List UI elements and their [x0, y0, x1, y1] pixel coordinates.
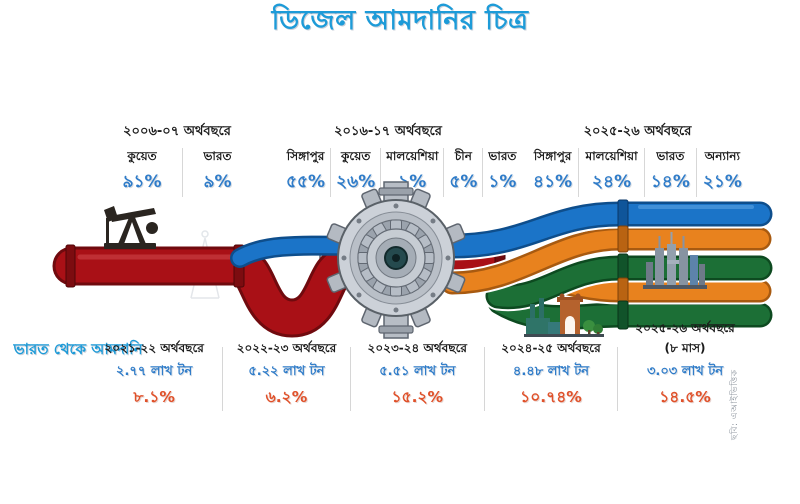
- country-label: সিঙ্গাপুর: [286, 149, 325, 163]
- import-share: ১০.৭৪%: [520, 388, 582, 406]
- import-share: ৬.২%: [265, 388, 308, 406]
- import-stat-column: ২০২৫-২৬ অর্থবছরে (৮ মাস) ৩.০৩ লাখ টন ১৪.…: [617, 321, 752, 411]
- share-cell: ভারত ১৪%: [643, 148, 696, 197]
- share-value: ৯%: [203, 172, 232, 192]
- branch-flanges: [617, 199, 629, 330]
- import-stat-column: ২০২৩-২৪ অর্থবছরে ৫.৫১ লাখ টন ১৫.২%: [349, 341, 484, 411]
- import-stat-column: ২০২৪-২৫ অর্থবছরে ৪.৪৮ লাখ টন ১০.৭৪%: [483, 341, 617, 411]
- country-label: মালয়েশিয়া: [386, 149, 439, 163]
- share-cell: কুয়েত ২৬%: [330, 148, 380, 197]
- share-value: ১৪%: [650, 172, 690, 192]
- import-share: ৮.১%: [133, 388, 175, 406]
- share-panel-2016-17: ২০১৬-১৭ অর্থবছরে সিঙ্গাপুর ৫৫% কুয়েত ২৬…: [281, 122, 516, 197]
- panel-row: সিঙ্গাপুর ৪১% মালয়েশিয়া ২৪% ভারত ১৪% অ…: [527, 148, 748, 197]
- share-panel-2006-07: ২০০৬-০৭ অর্থবছরে কুয়েত ৯১% ভারত ৯%: [102, 122, 252, 197]
- city-skyline-icon: [643, 232, 707, 289]
- fiscal-year-label: ২০২৫-২৬ অর্থবছরে: [635, 321, 735, 335]
- share-cell: চীন ৫%: [443, 148, 482, 197]
- import-stats-row: ২০২১-২২ অর্থবছরে ২.৭৭ লাখ টন ৮.১% ২০২২-২…: [86, 321, 752, 411]
- share-value: ৯১%: [122, 172, 162, 192]
- import-amount: ৫.২২ লাখ টন: [248, 364, 325, 379]
- panel-row: কুয়েত ৯১% ভারত ৯%: [102, 148, 252, 197]
- share-value: ৫%: [449, 172, 478, 192]
- import-amount: ৫.৫১ লাখ টন: [379, 364, 456, 379]
- panel-header: ২০০৬-০৭ অর্থবছরে: [123, 124, 231, 139]
- fiscal-year-label: ২০২১-২২ অর্থবছরে: [104, 341, 204, 355]
- import-stat-column: ২০২১-২২ অর্থবছরে ২.৭৭ লাখ টন ৮.১%: [86, 341, 222, 411]
- share-value: ৪১%: [533, 172, 573, 192]
- imports-from-india-heading: ভারত থেকে আমদানি: [13, 340, 143, 358]
- share-value: ২৬%: [336, 172, 376, 192]
- pipeline-illustration: [52, 181, 775, 339]
- share-panel-2025-26: ২০২৫-২৬ অর্থবছরে সিঙ্গাপুর ৪১% মালয়েশিয…: [527, 122, 748, 197]
- blue-branch-pipe: [437, 199, 775, 261]
- import-stat-column: ২০২২-২৩ অর্থবছরে ৫.২২ লাখ টন ৬.২%: [222, 341, 349, 411]
- share-cell: কুয়েত ৯১%: [102, 148, 182, 197]
- import-share: ১৫.২%: [391, 388, 444, 406]
- share-cell: ভারত ১%: [482, 148, 521, 197]
- country-label: কুয়েত: [127, 149, 157, 163]
- share-cell: অন্যান্য ২১%: [695, 148, 748, 197]
- green-branch-pipe-1: [483, 253, 775, 312]
- period-note: (৮ মাস): [664, 341, 706, 355]
- country-label: অন্যান্য: [704, 149, 740, 163]
- country-label: ভারত: [656, 149, 685, 163]
- factory-monument-icon: [524, 293, 604, 337]
- share-value: ৫৫%: [286, 172, 326, 192]
- image-credit: ছবি: এআইভিত্তিক: [730, 369, 740, 440]
- fiscal-year-label: ২০২২-২৩ অর্থবছরে: [236, 341, 337, 355]
- oil-pump-icon: [104, 206, 158, 249]
- country-label: ভারত: [203, 149, 232, 163]
- country-label: সিঙ্গাপুর: [533, 149, 572, 163]
- country-label: চীন: [454, 149, 472, 163]
- share-cell: মালয়েশিয়া ২৪%: [578, 148, 644, 197]
- fiscal-year-label: ২০২৪-২৫ অর্থবছরে: [501, 341, 601, 355]
- country-label: কুয়েত: [341, 149, 371, 163]
- share-value: ১%: [488, 172, 517, 192]
- country-label: মালয়েশিয়া: [585, 149, 638, 163]
- orange-branch-pipe-1: [438, 225, 774, 297]
- share-cell: সিঙ্গাপুর ৫৫%: [281, 148, 330, 197]
- fiscal-year-label: ২০২৩-২৪ অর্থবছরে: [367, 341, 468, 355]
- share-value: ২১%: [702, 172, 742, 192]
- panel-header: ২০১৬-১৭ অর্থবছরে: [334, 124, 442, 139]
- import-share: ১৪.৫%: [659, 388, 711, 406]
- country-label: ভারত: [488, 149, 517, 163]
- import-amount: ২.৭৭ লাখ টন: [116, 364, 193, 379]
- panel-row: সিঙ্গাপুর ৫৫% কুয়েত ২৬% মালয়েশিয়া ৯% …: [281, 148, 516, 197]
- share-value: ২৪%: [592, 172, 632, 192]
- page-title: ডিজেল আমদানির চিত্র: [271, 5, 529, 36]
- import-amount: ৪.৪৮ লাখ টন: [512, 364, 590, 379]
- panel-header: ২০২৫-২৬ অর্থবছরে: [583, 124, 692, 139]
- valve-hub-icon: [326, 188, 466, 328]
- import-amount: ৩.০৩ লাখ টন: [646, 364, 724, 379]
- share-cell: ভারত ৯%: [182, 148, 252, 197]
- share-cell: সিঙ্গাপুর ৪১%: [527, 148, 578, 197]
